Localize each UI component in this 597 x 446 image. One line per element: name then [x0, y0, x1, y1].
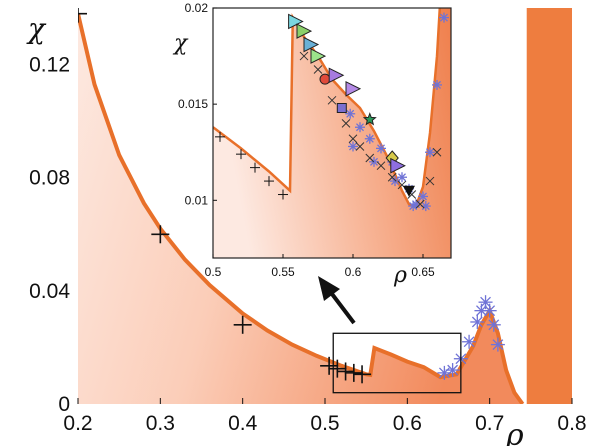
inset-x-ticks: 0.5 0.55 0.6 0.65 [205, 254, 435, 279]
y-tick-label: 0.01 [185, 193, 209, 207]
star-marker [462, 334, 477, 349]
inset-y-axis-label: χ [172, 31, 189, 56]
x-tick-label: 0.2 [63, 412, 92, 435]
main-x-ticks: 0.2 0.3 0.4 0.5 0.6 0.7 0.8 [63, 398, 587, 435]
star-marker [482, 303, 497, 318]
triangle-marker [296, 23, 313, 39]
main-plot-area: 0.2 0.3 0.4 0.5 0.6 0.7 0.8 0 0.04 0.08 0.12 ρ χ [26, 8, 587, 446]
main-star-markers [437, 295, 505, 380]
star-marker [355, 122, 365, 133]
x-marker [313, 65, 323, 74]
star-marker [390, 176, 400, 187]
plus-marker [250, 162, 260, 173]
y-tick-label: 0.02 [185, 1, 209, 15]
x-tick-label: 0.5 [310, 412, 339, 435]
x-marker [425, 176, 435, 186]
star-marker [486, 317, 501, 332]
star-marker [408, 201, 419, 212]
main-x-axis-label: ρ [505, 418, 524, 446]
star-marker [470, 314, 485, 329]
main-plus-markers [78, 8, 372, 384]
star-marker [345, 108, 356, 119]
star-marker [439, 12, 449, 23]
plus-marker [264, 176, 274, 187]
x-marker [365, 153, 375, 163]
main-region-fill [78, 13, 523, 404]
vertical-band [526, 8, 572, 404]
x-marker [348, 134, 358, 144]
zoom-arrow [318, 276, 356, 325]
x-marker [299, 51, 309, 61]
inset-boundary-curve [213, 8, 442, 208]
x-tick-label: 0.5 [205, 265, 222, 279]
plus-marker [353, 365, 372, 384]
x-marker [341, 119, 351, 128]
main-y-axis-label: χ [26, 12, 47, 45]
x-tick-label: 0.6 [345, 265, 362, 279]
star-marker [432, 79, 442, 90]
triangle-down-marker [403, 185, 415, 197]
plus-marker [278, 189, 288, 200]
inset-plus-markers [215, 131, 288, 200]
star-marker [397, 172, 407, 183]
main-y-ticks: 0 0.04 0.08 0.12 [29, 54, 70, 416]
plus-marker [78, 8, 87, 23]
plus-marker [336, 362, 355, 381]
x-tick-label: 0.7 [475, 412, 504, 435]
square-marker [336, 103, 347, 113]
y-tick-label: 0.08 [29, 167, 70, 190]
pentagram-marker [362, 112, 377, 126]
inset-x-axis-label: ρ [393, 263, 407, 288]
star-marker [418, 191, 428, 202]
x-tick-label: 0.8 [557, 412, 586, 435]
triangle-marker [345, 80, 362, 97]
plus-marker [236, 149, 246, 160]
x-tick-label: 0.65 [411, 265, 435, 279]
star-marker [445, 363, 460, 378]
plus-marker [320, 356, 339, 375]
star-marker [364, 133, 375, 144]
x-marker [376, 161, 386, 171]
x-marker [355, 142, 365, 151]
plus-marker [344, 363, 363, 382]
star-marker [490, 337, 505, 352]
plus-marker [215, 131, 225, 142]
x-tick-label: 0.6 [393, 412, 422, 435]
triangle-marker [288, 13, 304, 30]
y-tick-label: 0 [58, 393, 70, 416]
x-marker [327, 95, 337, 105]
star-marker [376, 143, 386, 154]
x-marker [432, 147, 442, 157]
x-tick-label: 0.3 [146, 412, 175, 435]
star-marker [348, 141, 358, 152]
circle-marker [319, 73, 331, 85]
x-tick-label: 0.4 [228, 412, 258, 435]
triangle-marker [328, 67, 345, 84]
y-tick-label: 0.12 [29, 54, 70, 77]
triangle-marker [303, 36, 320, 53]
inset-x-markers [299, 51, 442, 209]
triangle-marker [390, 157, 406, 174]
x-marker [387, 172, 397, 182]
zoom-box [332, 332, 462, 394]
inset-plot: 0.5 0.55 0.6 0.65 0.01 0.015 0.02 ρ χ [172, 1, 452, 288]
x-marker [415, 199, 425, 209]
plus-marker [233, 315, 252, 334]
x-tick-label: 0.55 [271, 265, 295, 279]
plus-marker [328, 359, 347, 378]
inset-colored-markers [288, 13, 415, 197]
star-marker [425, 147, 435, 158]
inset-region-fill [213, 8, 451, 258]
inset-frame [212, 7, 452, 259]
inset-y-ticks: 0.01 0.015 0.02 [178, 1, 217, 207]
y-tick-label: 0.04 [29, 280, 70, 303]
plus-marker [151, 225, 170, 244]
triangle-marker [310, 48, 327, 64]
y-tick-label: 0.015 [178, 97, 208, 111]
